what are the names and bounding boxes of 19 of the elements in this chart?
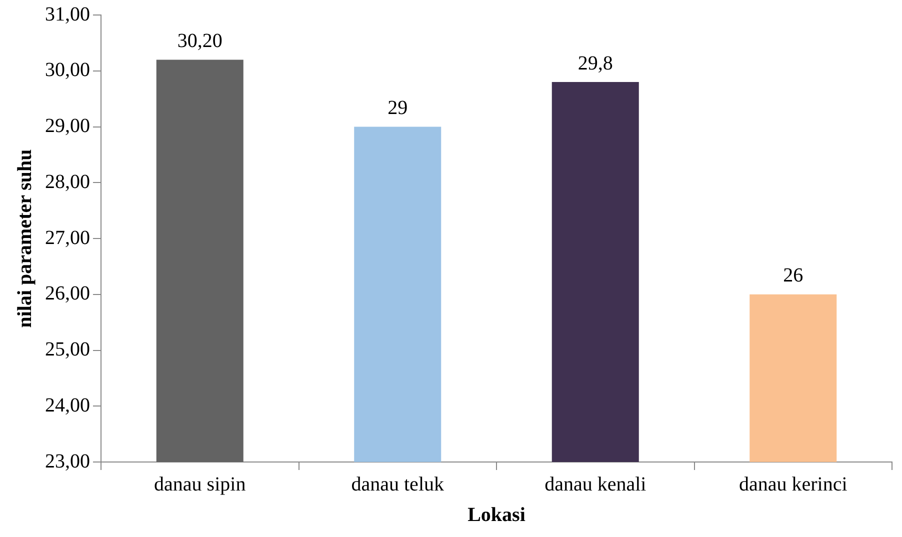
y-tick-label: 25,00 xyxy=(45,338,90,360)
data-label: 29,8 xyxy=(578,52,613,74)
y-tick-label: 27,00 xyxy=(45,226,90,249)
x-tick-label: danau kerinci xyxy=(738,473,848,496)
y-tick-label: 31,00 xyxy=(45,3,90,26)
y-axis-title: nilai parameter suhu xyxy=(14,149,36,328)
x-tick-label: danau teluk xyxy=(351,473,444,496)
y-tick-label: 28,00 xyxy=(45,170,90,193)
x-tick-label: danau sipin xyxy=(154,473,246,496)
data-label: 30,20 xyxy=(177,30,222,52)
y-tick-label: 23,00 xyxy=(45,450,90,472)
y-tick-label: 26,00 xyxy=(45,282,90,305)
data-label: 26 xyxy=(783,264,804,287)
x-axis-title: Lokasi xyxy=(468,504,526,526)
x-tick-label: danau kenali xyxy=(544,473,647,496)
y-tick-label: 30,00 xyxy=(45,59,90,82)
y-tick-label: 24,00 xyxy=(45,394,90,416)
data-label: 29 xyxy=(388,97,408,119)
y-tick-label: 29,00 xyxy=(45,115,90,137)
